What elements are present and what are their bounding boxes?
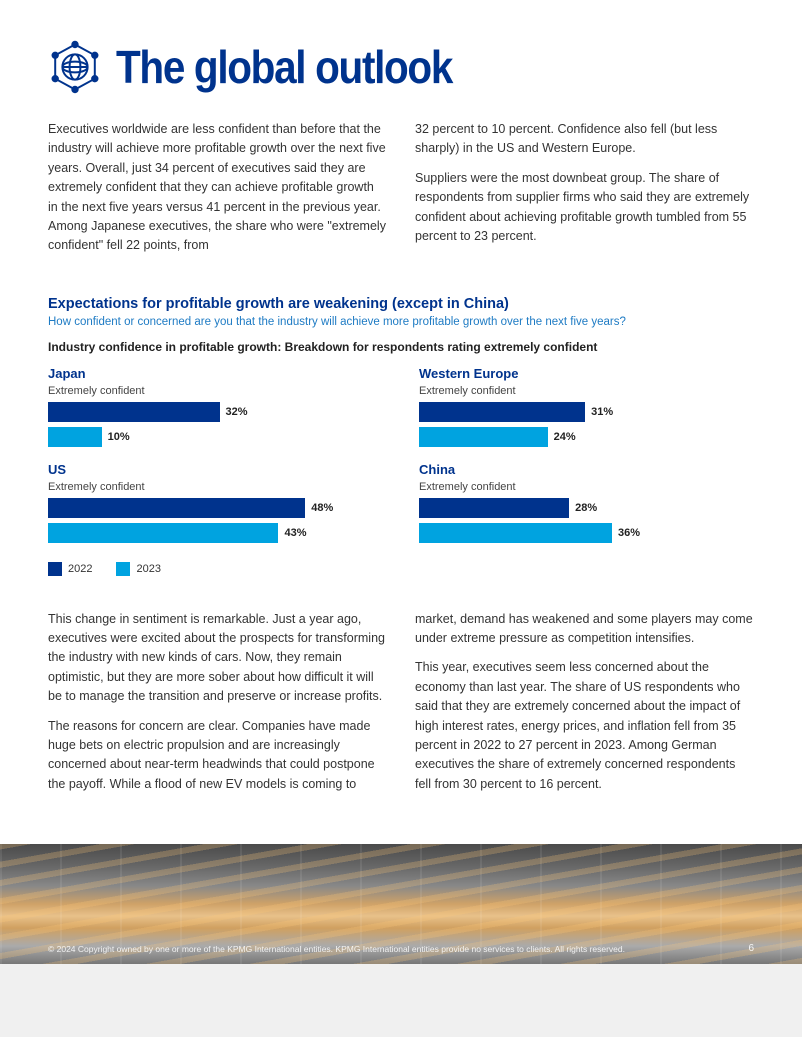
bar-2022 bbox=[48, 498, 305, 518]
intro-text: Executives worldwide are less confident … bbox=[48, 120, 754, 266]
chart-block-us: US Extremely confident 48% 43% bbox=[48, 462, 383, 548]
page-title: The global outlook bbox=[116, 40, 452, 94]
bar-row: 43% bbox=[48, 523, 383, 543]
body-left-p1: This change in sentiment is remarkable. … bbox=[48, 610, 387, 707]
body-left-p2: The reasons for concern are clear. Compa… bbox=[48, 717, 387, 795]
bar-value-label: 10% bbox=[108, 431, 130, 443]
bar-value-label: 24% bbox=[554, 431, 576, 443]
header: The global outlook bbox=[48, 40, 754, 94]
body-text: This change in sentiment is remarkable. … bbox=[48, 610, 754, 804]
intro-left-p1: Executives worldwide are less confident … bbox=[48, 120, 387, 256]
bar-value-label: 31% bbox=[591, 406, 613, 418]
section-title: Expectations for profitable growth are w… bbox=[48, 296, 754, 312]
region-label: Japan bbox=[48, 366, 383, 381]
bar-2022 bbox=[48, 402, 220, 422]
confidence-label: Extremely confident bbox=[48, 385, 383, 397]
intro-right-p1: 32 percent to 10 percent. Confidence als… bbox=[415, 120, 754, 159]
bar-value-label: 48% bbox=[311, 502, 333, 514]
footer-image: © 2024 Copyright owned by one or more of… bbox=[0, 844, 802, 964]
legend-swatch-2022 bbox=[48, 562, 62, 576]
legend-swatch-2023 bbox=[116, 562, 130, 576]
intro-col-right: 32 percent to 10 percent. Confidence als… bbox=[415, 120, 754, 266]
chart-title: Industry confidence in profitable growth… bbox=[48, 340, 754, 354]
intro-col-left: Executives worldwide are less confident … bbox=[48, 120, 387, 266]
confidence-label: Extremely confident bbox=[419, 481, 754, 493]
bar-2022 bbox=[419, 402, 585, 422]
legend-label-2022: 2022 bbox=[68, 563, 92, 575]
bar-row: 36% bbox=[419, 523, 754, 543]
bar-row: 48% bbox=[48, 498, 383, 518]
bar-row: 32% bbox=[48, 402, 383, 422]
page-number: 6 bbox=[748, 943, 754, 954]
copyright-text: © 2024 Copyright owned by one or more of… bbox=[48, 944, 625, 954]
bar-row: 31% bbox=[419, 402, 754, 422]
intro-right-p2: Suppliers were the most downbeat group. … bbox=[415, 169, 754, 247]
bar-value-label: 28% bbox=[575, 502, 597, 514]
confidence-chart: Japan Extremely confident 32% 10% Western Eu… bbox=[48, 366, 754, 548]
bar-row: 28% bbox=[419, 498, 754, 518]
legend-item-2022: 2022 bbox=[48, 562, 92, 576]
bar-row: 24% bbox=[419, 427, 754, 447]
region-label: Western Europe bbox=[419, 366, 754, 381]
bar-2023 bbox=[48, 427, 102, 447]
body-right-p2: This year, executives seem less concerne… bbox=[415, 658, 754, 794]
section-subtitle: How confident or concerned are you that … bbox=[48, 316, 754, 328]
bar-2023 bbox=[419, 427, 548, 447]
region-label: China bbox=[419, 462, 754, 477]
chart-block-japan: Japan Extremely confident 32% 10% bbox=[48, 366, 383, 452]
chart-block-china: China Extremely confident 28% 36% bbox=[419, 462, 754, 548]
bar-value-label: 36% bbox=[618, 527, 640, 539]
bar-value-label: 43% bbox=[284, 527, 306, 539]
confidence-label: Extremely confident bbox=[419, 385, 754, 397]
body-col-right: market, demand has weakened and some pla… bbox=[415, 610, 754, 804]
bar-row: 10% bbox=[48, 427, 383, 447]
region-label: US bbox=[48, 462, 383, 477]
body-right-p1: market, demand has weakened and some pla… bbox=[415, 610, 754, 649]
legend-label-2023: 2023 bbox=[136, 563, 160, 575]
bar-2022 bbox=[419, 498, 569, 518]
bar-value-label: 32% bbox=[226, 406, 248, 418]
bar-2023 bbox=[419, 523, 612, 543]
legend-item-2023: 2023 bbox=[116, 562, 160, 576]
chart-block-western-europe: Western Europe Extremely confident 31% 24% bbox=[419, 366, 754, 452]
body-col-left: This change in sentiment is remarkable. … bbox=[48, 610, 387, 804]
page: The global outlook Executives worldwide … bbox=[0, 0, 802, 964]
bar-2023 bbox=[48, 523, 278, 543]
confidence-label: Extremely confident bbox=[48, 481, 383, 493]
globe-network-icon bbox=[48, 40, 102, 94]
chart-legend: 2022 2023 bbox=[48, 562, 754, 576]
